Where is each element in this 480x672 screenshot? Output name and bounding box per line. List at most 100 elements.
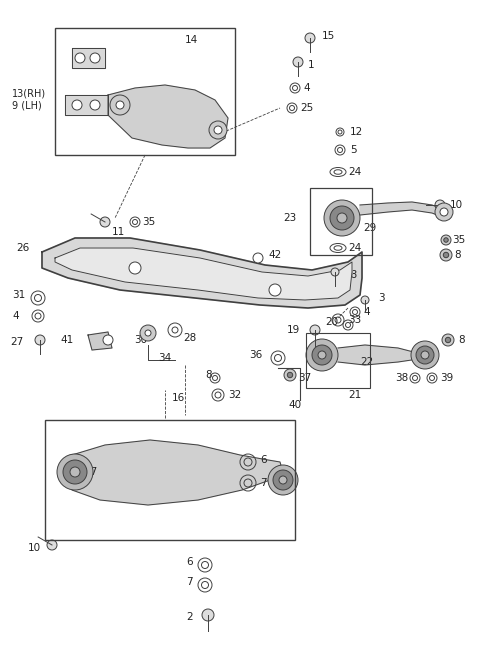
Circle shape bbox=[312, 345, 332, 365]
Circle shape bbox=[435, 200, 445, 210]
Text: 19: 19 bbox=[287, 325, 300, 335]
Text: 16: 16 bbox=[172, 393, 185, 403]
Circle shape bbox=[331, 268, 339, 276]
Circle shape bbox=[214, 126, 222, 134]
Bar bbox=[45, 420, 295, 540]
Text: 4: 4 bbox=[303, 83, 310, 93]
Circle shape bbox=[416, 346, 434, 364]
Text: 28: 28 bbox=[183, 333, 196, 343]
Text: 7: 7 bbox=[260, 478, 266, 488]
Text: 40: 40 bbox=[288, 400, 301, 410]
Circle shape bbox=[306, 339, 338, 371]
Circle shape bbox=[440, 208, 448, 216]
Circle shape bbox=[268, 465, 298, 495]
Text: 31: 31 bbox=[12, 290, 25, 300]
Text: 18: 18 bbox=[345, 270, 358, 280]
Circle shape bbox=[435, 203, 453, 221]
Circle shape bbox=[444, 252, 449, 257]
Circle shape bbox=[361, 296, 369, 304]
Text: 25: 25 bbox=[300, 103, 313, 113]
Circle shape bbox=[337, 213, 347, 223]
Circle shape bbox=[330, 206, 354, 230]
Text: 6: 6 bbox=[186, 557, 193, 567]
Polygon shape bbox=[72, 48, 105, 68]
Text: 8: 8 bbox=[205, 370, 212, 380]
Text: 36: 36 bbox=[249, 350, 262, 360]
Polygon shape bbox=[72, 440, 285, 505]
Text: 38: 38 bbox=[395, 373, 408, 383]
Text: 32: 32 bbox=[228, 390, 241, 400]
Polygon shape bbox=[88, 332, 112, 350]
Circle shape bbox=[310, 325, 320, 335]
Circle shape bbox=[57, 454, 93, 490]
Circle shape bbox=[103, 335, 113, 345]
Text: 21: 21 bbox=[348, 390, 361, 400]
Circle shape bbox=[209, 121, 227, 139]
Polygon shape bbox=[338, 345, 425, 365]
Polygon shape bbox=[42, 238, 362, 308]
Polygon shape bbox=[65, 95, 108, 115]
Text: 29: 29 bbox=[363, 223, 376, 233]
Circle shape bbox=[421, 351, 429, 359]
Circle shape bbox=[305, 33, 315, 43]
Circle shape bbox=[444, 238, 448, 242]
Text: 8: 8 bbox=[454, 250, 461, 260]
Text: 10: 10 bbox=[28, 543, 41, 553]
Text: 24: 24 bbox=[348, 243, 361, 253]
Text: 35: 35 bbox=[452, 235, 465, 245]
Text: 17: 17 bbox=[85, 467, 98, 477]
Circle shape bbox=[293, 57, 303, 67]
Text: 1: 1 bbox=[308, 60, 314, 70]
Text: 37: 37 bbox=[298, 373, 311, 383]
Circle shape bbox=[129, 262, 141, 274]
Circle shape bbox=[110, 95, 130, 115]
Text: 4: 4 bbox=[12, 311, 19, 321]
Circle shape bbox=[288, 372, 293, 378]
Polygon shape bbox=[108, 85, 228, 148]
Text: 10: 10 bbox=[450, 200, 463, 210]
Text: 9 (LH): 9 (LH) bbox=[12, 101, 42, 111]
Text: 13(RH): 13(RH) bbox=[12, 88, 46, 98]
Circle shape bbox=[75, 53, 85, 63]
Circle shape bbox=[202, 609, 214, 621]
Text: 2: 2 bbox=[186, 612, 193, 622]
Text: 33: 33 bbox=[348, 315, 361, 325]
Text: 27: 27 bbox=[10, 337, 23, 347]
Bar bbox=[306, 333, 370, 388]
Text: 4: 4 bbox=[363, 307, 370, 317]
Circle shape bbox=[116, 101, 124, 109]
Circle shape bbox=[440, 249, 452, 261]
Text: 39: 39 bbox=[440, 373, 453, 383]
Text: 8: 8 bbox=[458, 335, 465, 345]
Circle shape bbox=[441, 235, 451, 245]
Text: 12: 12 bbox=[350, 127, 363, 137]
Circle shape bbox=[269, 284, 281, 296]
Text: 15: 15 bbox=[322, 31, 335, 41]
Circle shape bbox=[445, 337, 451, 343]
Text: 41: 41 bbox=[60, 335, 73, 345]
Text: 14: 14 bbox=[185, 35, 198, 45]
Circle shape bbox=[318, 351, 326, 359]
Circle shape bbox=[273, 470, 293, 490]
Circle shape bbox=[90, 53, 100, 63]
Text: 35: 35 bbox=[142, 217, 155, 227]
Circle shape bbox=[253, 253, 263, 263]
Circle shape bbox=[145, 330, 151, 336]
Text: 42: 42 bbox=[268, 250, 281, 260]
Circle shape bbox=[90, 100, 100, 110]
Polygon shape bbox=[55, 248, 352, 300]
Text: 3: 3 bbox=[378, 293, 384, 303]
Circle shape bbox=[47, 540, 57, 550]
Circle shape bbox=[72, 100, 82, 110]
Text: 11: 11 bbox=[112, 227, 125, 237]
Text: 7: 7 bbox=[186, 577, 193, 587]
Polygon shape bbox=[360, 202, 445, 218]
Text: 22: 22 bbox=[360, 357, 373, 367]
Text: 5: 5 bbox=[350, 145, 357, 155]
Text: 30: 30 bbox=[134, 335, 147, 345]
Bar bbox=[55, 28, 235, 155]
Circle shape bbox=[411, 341, 439, 369]
Text: 20: 20 bbox=[325, 317, 338, 327]
Circle shape bbox=[100, 217, 110, 227]
Circle shape bbox=[324, 200, 360, 236]
